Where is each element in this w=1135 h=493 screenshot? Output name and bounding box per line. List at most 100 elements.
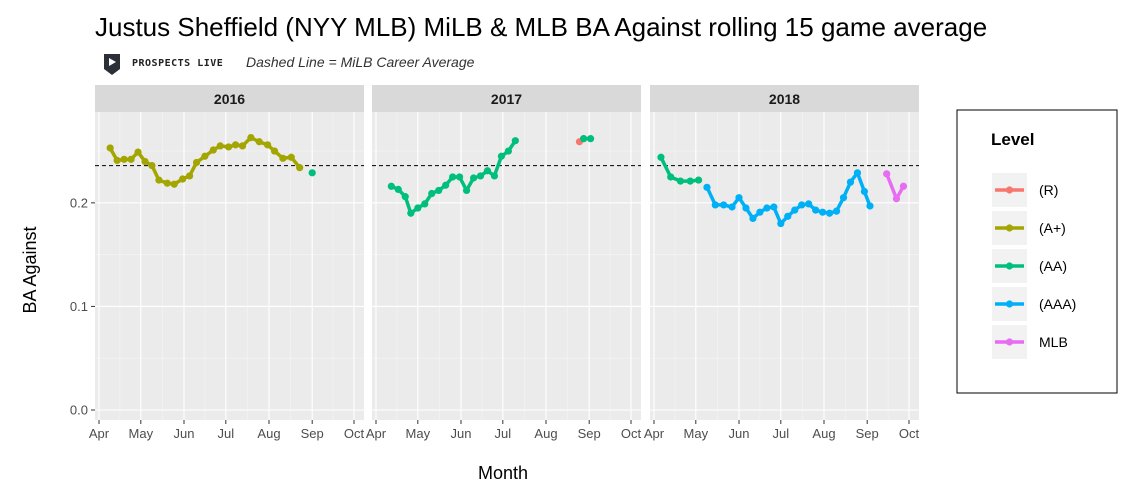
- data-point: [846, 178, 855, 186]
- data-point: [216, 142, 224, 150]
- x-tick-label: May: [684, 426, 709, 441]
- data-point: [667, 173, 675, 181]
- data-point: [449, 173, 457, 181]
- data-point: [428, 189, 436, 198]
- data-point: [676, 177, 685, 185]
- facet-strip-label: 2016: [214, 91, 245, 107]
- legend-entry-MLB: MLB: [992, 325, 1068, 359]
- play-icon: [109, 58, 116, 66]
- panel-2017: 2017 Apr May Jun Jul Aug Sep Oct: [366, 85, 642, 441]
- data-point: [798, 201, 806, 209]
- data-point: [805, 200, 813, 208]
- legend-title: Level: [991, 130, 1034, 149]
- data-point: [735, 194, 743, 202]
- panel-background: [372, 112, 641, 420]
- data-point: [860, 187, 869, 196]
- y-tick-label: 0.1: [70, 299, 88, 314]
- data-point: [170, 180, 178, 188]
- data-point: [201, 152, 209, 160]
- data-point: [247, 134, 255, 142]
- data-point: [255, 138, 263, 146]
- legend-key-point: [1005, 300, 1014, 308]
- data-point: [134, 148, 142, 156]
- data-point: [106, 144, 114, 152]
- data-point: [287, 153, 295, 161]
- x-tick-label: Oct: [621, 426, 642, 441]
- panel-background: [650, 112, 919, 420]
- data-point: [763, 204, 771, 212]
- brand-text: PROSPECTS LIVE: [132, 58, 223, 69]
- data-point: [296, 164, 304, 172]
- x-tick-label: Apr: [89, 426, 110, 441]
- x-tick-label: Jul: [494, 426, 511, 441]
- data-point: [720, 201, 728, 209]
- brand-logo: PROSPECTS LIVE: [104, 54, 223, 75]
- x-tick-label: Jun: [451, 426, 472, 441]
- data-point: [141, 157, 149, 166]
- data-point: [791, 206, 799, 214]
- prospects-live-logo-icon: [104, 54, 120, 75]
- legend-key-point: [1005, 186, 1014, 194]
- data-point: [456, 173, 464, 181]
- data-point: [407, 209, 415, 217]
- data-point: [113, 156, 121, 164]
- legend: Level (R) (A+) (AA) (AAA) MLB: [956, 109, 1118, 394]
- data-point: [401, 193, 409, 201]
- data-point: [580, 135, 588, 143]
- data-point: [694, 176, 703, 184]
- x-tick-label: Sep: [578, 426, 601, 441]
- panel-background: [95, 112, 364, 420]
- chart-title: Justus Sheffield (NYY MLB) MiLB & MLB BA…: [95, 12, 987, 42]
- data-point: [270, 147, 279, 155]
- facet-strip: [372, 85, 641, 112]
- data-point: [224, 143, 233, 151]
- data-point: [394, 185, 402, 193]
- data-point: [497, 152, 506, 160]
- legend-entry-AAA: (AAA): [992, 287, 1076, 321]
- data-point: [155, 176, 163, 184]
- legend-label: (AAA): [1039, 296, 1076, 312]
- facet-panels: 2016 Apr May Jun Jul Aug Sep Oct 0.0 0.1 0.2 2017 Ap…: [70, 85, 920, 441]
- facet-strip-label: 2018: [769, 91, 800, 107]
- x-tick-label: May: [406, 426, 431, 441]
- data-point: [264, 141, 272, 149]
- facet-strip: [95, 85, 364, 112]
- data-point: [853, 169, 862, 177]
- data-point: [742, 204, 750, 212]
- data-point: [421, 200, 429, 208]
- x-tick-label: Apr: [644, 426, 665, 441]
- data-point: [120, 155, 128, 163]
- x-tick-label: Jun: [729, 426, 750, 441]
- data-point: [238, 142, 247, 150]
- data-point: [899, 182, 908, 190]
- facet-strip: [650, 85, 919, 112]
- x-tick-label: Jul: [217, 426, 234, 441]
- data-point: [839, 194, 848, 202]
- data-point: [414, 204, 422, 212]
- legend-label: (R): [1039, 182, 1058, 198]
- data-point: [185, 172, 194, 180]
- data-point: [756, 208, 764, 216]
- x-axis-title: Month: [478, 463, 528, 483]
- data-point: [462, 186, 471, 195]
- data-point: [469, 174, 478, 182]
- x-tick-label: Sep: [301, 426, 324, 441]
- x-tick-label: Sep: [856, 426, 879, 441]
- data-point: [812, 206, 820, 214]
- legend-key-point: [1005, 262, 1014, 270]
- data-point: [770, 203, 778, 211]
- panel-2018: 2018 Apr May Jun Jul Aug Sep Oct: [644, 85, 920, 441]
- data-point: [703, 183, 711, 191]
- data-point: [825, 209, 834, 217]
- legend-items: (R) (A+) (AA) (AAA) MLB: [992, 173, 1076, 359]
- chart-caption: Dashed Line = MiLB Career Average: [246, 54, 475, 70]
- data-point: [435, 186, 443, 195]
- legend-label: (AA): [1039, 258, 1067, 274]
- legend-entry-R: (R): [992, 173, 1058, 207]
- data-point: [892, 195, 901, 203]
- data-point: [192, 158, 201, 167]
- x-tick-label: Oct: [899, 426, 920, 441]
- data-point: [490, 172, 499, 180]
- panel-2016: 2016 Apr May Jun Jul Aug Sep Oct 0.0 0.1 0.2: [70, 85, 364, 441]
